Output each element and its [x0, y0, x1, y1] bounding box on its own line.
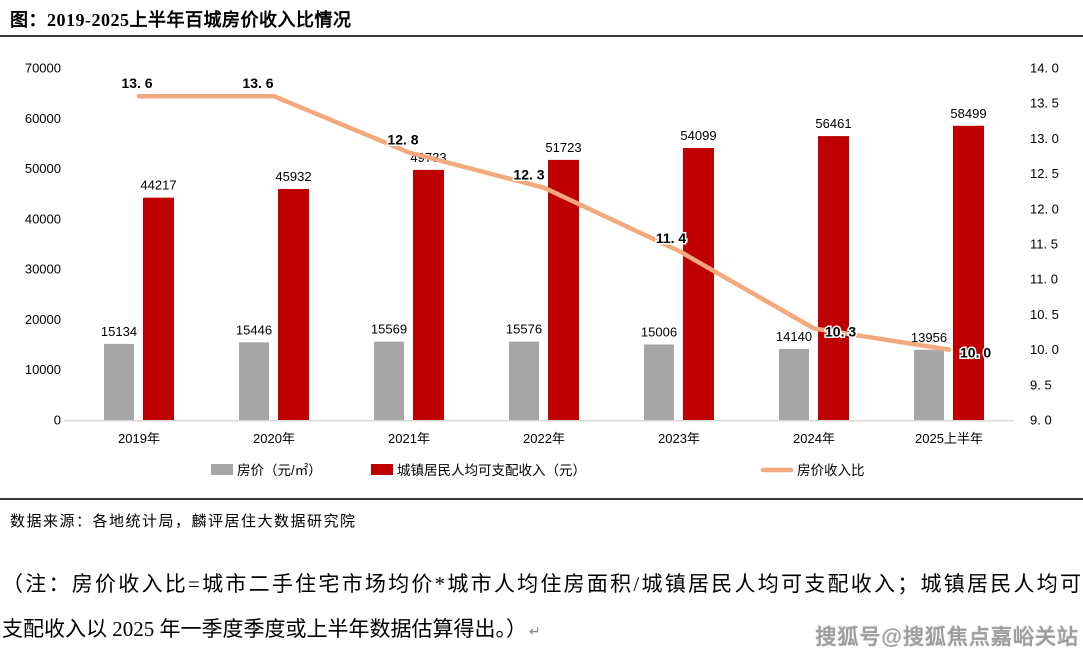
left-axis-tick: 10000 [25, 362, 61, 377]
legend-swatch-price [211, 464, 233, 475]
legend-label-income: 城镇居民人均可支配收入（元） [397, 463, 586, 478]
right-axis-tick: 11. 5 [1030, 237, 1058, 252]
price-income-combo-chart: 0 10000 20000 30000 40000 50000 60000 70000 9. 0… [25, 61, 1059, 479]
right-axis-tick: 9. 5 [1030, 377, 1052, 392]
left-axis-tick: 30000 [25, 262, 61, 277]
legend-label-price: 房价（元/㎡） [237, 463, 322, 478]
ratio-point-label: 10. 0 [960, 345, 991, 361]
legend-label-ratio: 房价收入比 [797, 463, 865, 478]
left-axis-tick: 50000 [25, 161, 61, 176]
price-bar-label: 15446 [236, 322, 272, 337]
footnote-line1: （注：房价收入比=城市二手住宅市场均价*城市人均住房面积/城镇居民人均可支配收入… [2, 572, 1081, 596]
ratio-point-label: 12. 3 [513, 167, 544, 183]
watermark: 搜狐号@搜狐焦点嘉峪关站 [815, 626, 1079, 649]
ratio-point-label: 13. 6 [242, 75, 273, 91]
price-bar-label: 15134 [101, 324, 137, 339]
left-axis-tick: 40000 [25, 211, 61, 226]
income-bar [818, 136, 849, 420]
right-axis-tick: 12. 0 [1030, 201, 1059, 216]
chart-title: 图：2019-2025上半年百城房价收入比情况 [10, 10, 352, 30]
price-bar [779, 348, 809, 420]
right-axis-tick: 13. 0 [1030, 131, 1059, 146]
ratio-point-label: 11. 4 [656, 230, 687, 246]
x-axis-category-label: 2023年 [658, 431, 700, 446]
ratio-line [136, 93, 952, 352]
ratio-point-label: 12. 8 [387, 132, 418, 148]
x-axis-category-label: 2025上半年 [915, 431, 983, 446]
top-divider [0, 35, 1083, 37]
right-axis-tick: 13. 5 [1030, 96, 1059, 111]
price-bar [374, 341, 404, 420]
income-bar-label: 58499 [950, 106, 986, 121]
price-bar [509, 341, 539, 420]
left-axis-tick: 70000 [25, 61, 61, 76]
price-bar-label: 15576 [506, 322, 542, 337]
price-bar [104, 343, 134, 420]
income-bar [278, 189, 309, 420]
left-axis-tick: 60000 [25, 111, 61, 126]
right-axis-tick: 9. 0 [1030, 413, 1052, 428]
price-bar-label: 15006 [641, 325, 677, 340]
income-bar-label: 51723 [545, 140, 581, 155]
left-axis-tick: 0 [54, 413, 61, 428]
income-bar-label: 44217 [140, 178, 176, 193]
price-bar-label: 15569 [371, 322, 407, 337]
ratio-point-label: 13. 6 [121, 75, 152, 91]
income-bar [413, 169, 444, 420]
x-axis-category-label: 2019年 [118, 431, 160, 446]
price-bar-label: 13956 [911, 330, 947, 345]
legend-swatch-income [371, 464, 393, 475]
income-bar [953, 125, 984, 421]
right-axis-tick: 14. 0 [1030, 61, 1059, 76]
price-bar [644, 344, 674, 420]
footnote-line2: 支配收入以 2025 年一季度季度或上半年数据估算得出。） ↵ [2, 607, 1081, 655]
income-bar [143, 197, 174, 420]
income-bar-label: 56461 [815, 116, 851, 131]
right-axis-tick: 10. 0 [1030, 342, 1059, 357]
x-axis-category-label: 2020年 [253, 431, 295, 446]
right-axis-tick: 12. 5 [1030, 166, 1059, 181]
left-axis-tick: 20000 [25, 312, 61, 327]
data-source: 数据来源：各地统计局，麟评居住大数据研究院 [10, 514, 357, 530]
x-axis-category-label: 2022年 [523, 431, 565, 446]
paragraph-return-mark: ↵ [529, 625, 541, 640]
income-bar [683, 148, 714, 420]
income-bar-label: 54099 [680, 128, 716, 143]
income-bar-label: 45932 [275, 169, 311, 184]
footnote: （注：房价收入比=城市二手住宅市场均价*城市人均住房面积/城镇居民人均可支配收入… [2, 562, 1081, 655]
bottom-divider [0, 498, 1083, 500]
ratio-point-label: 10. 3 [825, 324, 856, 340]
right-axis-tick: 10. 5 [1030, 307, 1059, 322]
price-bar [239, 342, 269, 420]
right-axis-tick: 11. 0 [1030, 272, 1058, 287]
price-bar [914, 349, 944, 420]
footnote-line2-text: 支配收入以 2025 年一季度季度或上半年数据估算得出。） [2, 617, 527, 641]
x-axis-category-label: 2021年 [388, 431, 430, 446]
price-bar-label: 14140 [776, 329, 812, 344]
x-axis-category-label: 2024年 [793, 431, 835, 446]
